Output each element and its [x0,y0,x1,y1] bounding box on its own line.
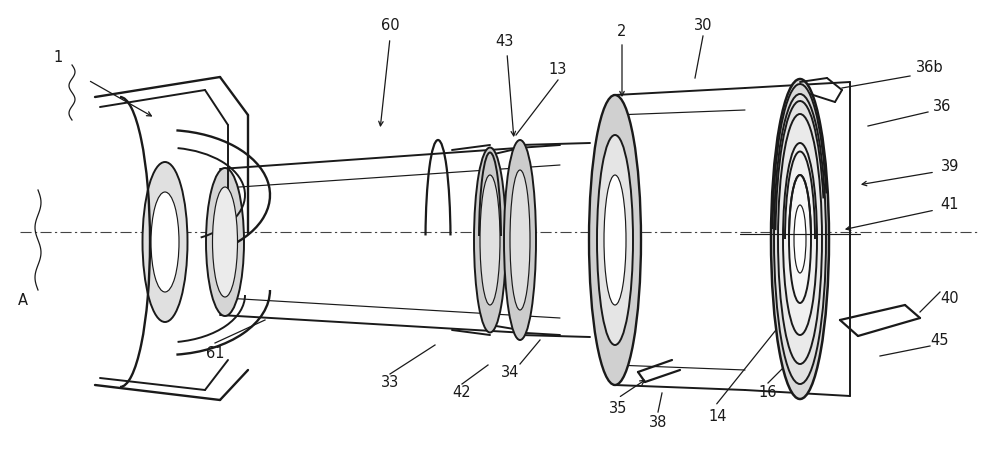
Text: 2: 2 [617,25,627,40]
Text: 14: 14 [709,408,727,424]
Ellipse shape [206,168,244,316]
Ellipse shape [504,140,536,340]
Text: 36: 36 [933,99,951,113]
Text: 33: 33 [381,374,399,390]
Text: 39: 39 [941,159,959,173]
Ellipse shape [783,143,817,335]
Ellipse shape [143,162,188,322]
Ellipse shape [212,187,238,297]
Text: 38: 38 [649,414,667,430]
Ellipse shape [597,135,633,345]
Text: 16: 16 [759,385,777,399]
Ellipse shape [789,175,811,303]
Ellipse shape [589,95,641,385]
Text: 40: 40 [941,291,959,306]
Text: 36b: 36b [916,60,944,75]
Text: 35: 35 [609,400,627,416]
Text: 43: 43 [496,34,514,49]
Ellipse shape [604,175,626,305]
Ellipse shape [474,147,506,332]
Text: 30: 30 [694,19,712,33]
Text: 61: 61 [206,345,224,360]
Ellipse shape [151,192,179,292]
Text: 34: 34 [501,365,519,379]
Ellipse shape [774,94,826,384]
Text: 13: 13 [549,62,567,78]
Text: 45: 45 [931,332,949,347]
Ellipse shape [771,79,829,399]
Text: 60: 60 [381,19,399,33]
Text: 42: 42 [453,385,471,399]
Ellipse shape [510,170,530,310]
Ellipse shape [794,205,806,273]
Text: A: A [18,292,28,307]
Text: 1: 1 [53,49,63,65]
Ellipse shape [480,175,500,305]
Ellipse shape [778,114,822,364]
Text: 41: 41 [941,197,959,212]
